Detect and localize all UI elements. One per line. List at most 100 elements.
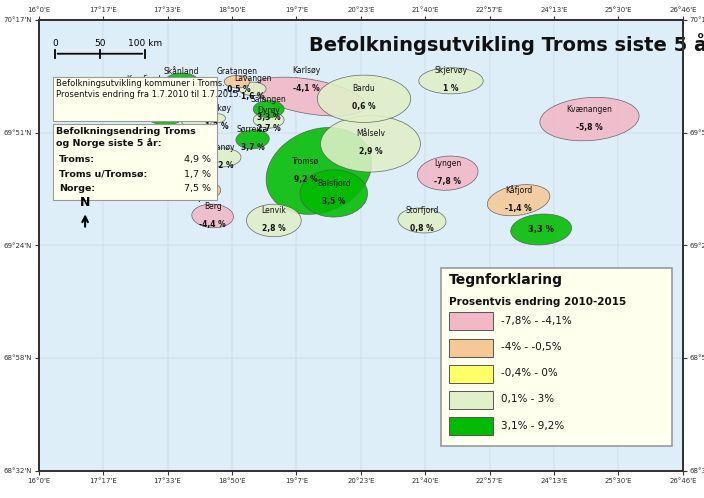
Ellipse shape: [266, 127, 372, 214]
Ellipse shape: [419, 68, 483, 94]
Ellipse shape: [246, 204, 301, 237]
Text: Skjervøy: Skjervøy: [434, 66, 467, 75]
Text: -5,8 %: -5,8 %: [576, 123, 603, 131]
Text: -4,1 %: -4,1 %: [293, 84, 320, 93]
Text: Prosentvis endring 2010-2015: Prosentvis endring 2010-2015: [449, 297, 627, 307]
Text: -9,8 %: -9,8 %: [130, 94, 156, 103]
Text: Bjarkøy: Bjarkøy: [203, 104, 232, 113]
Text: Harstad: Harstad: [149, 96, 180, 105]
Text: 0,8 %: 0,8 %: [410, 224, 434, 233]
Text: Norge:: Norge:: [59, 184, 96, 193]
Ellipse shape: [209, 114, 225, 123]
Text: Kvæfjord: Kvæfjord: [126, 75, 161, 84]
Text: 0,1% - 3%: 0,1% - 3%: [501, 394, 554, 404]
Text: 100 km: 100 km: [128, 39, 162, 48]
Text: -4% - -0,5%: -4% - -0,5%: [501, 342, 561, 352]
Text: 7,5 %: 7,5 %: [184, 184, 211, 193]
Text: 3,3 %: 3,3 %: [257, 113, 280, 122]
Text: Ibestad: Ibestad: [182, 107, 210, 116]
Text: Målselv: Målselv: [356, 129, 385, 138]
Text: N: N: [80, 196, 90, 209]
Text: -1,4 %: -1,4 %: [505, 204, 532, 213]
Text: 9,2 %: 9,2 %: [294, 174, 318, 183]
Text: -0,5 %: -0,5 %: [224, 85, 251, 94]
FancyBboxPatch shape: [441, 268, 672, 446]
Ellipse shape: [320, 116, 420, 172]
FancyBboxPatch shape: [449, 417, 493, 435]
Text: Troms:: Troms:: [59, 155, 95, 164]
Ellipse shape: [185, 181, 220, 200]
FancyBboxPatch shape: [449, 312, 493, 331]
Text: Lyngen: Lyngen: [434, 159, 461, 168]
Ellipse shape: [253, 112, 284, 128]
Text: Sørreisa: Sørreisa: [237, 125, 268, 134]
Text: 3,7 %: 3,7 %: [241, 143, 265, 152]
Text: 1,6 %: 1,6 %: [241, 93, 265, 102]
Text: Dyrøy: Dyrøy: [257, 106, 280, 115]
Text: Torsken: Torsken: [189, 176, 218, 185]
Text: -7,8 %: -7,8 %: [434, 177, 461, 186]
Text: 3,5 %: 3,5 %: [322, 197, 346, 206]
Ellipse shape: [182, 114, 211, 129]
Text: 2,7 %: 2,7 %: [257, 124, 281, 132]
Text: Kåfjord: Kåfjord: [505, 185, 532, 195]
Text: Lavangen: Lavangen: [234, 75, 271, 84]
Ellipse shape: [398, 208, 446, 233]
Text: -0,4% - 0%: -0,4% - 0%: [501, 368, 558, 378]
Ellipse shape: [253, 77, 365, 116]
Text: -1,4 %: -1,4 %: [189, 194, 216, 203]
Text: Gratangen: Gratangen: [217, 67, 258, 76]
Ellipse shape: [510, 214, 572, 245]
Text: Karlsøy: Karlsøy: [292, 66, 320, 75]
Text: -4,4 %: -4,4 %: [199, 220, 226, 229]
Text: Skånland: Skånland: [164, 67, 199, 76]
FancyBboxPatch shape: [449, 391, 493, 409]
Text: Balsfjord: Balsfjord: [317, 179, 351, 188]
Ellipse shape: [125, 79, 162, 101]
Text: 3,1% - 9,2%: 3,1% - 9,2%: [501, 420, 564, 431]
Ellipse shape: [225, 75, 250, 88]
Text: 4,9 %: 4,9 %: [184, 155, 211, 164]
Text: 4 %: 4 %: [156, 114, 172, 123]
Text: Befolkningsendring Troms
og Norge siste 5 år:: Befolkningsendring Troms og Norge siste …: [56, 127, 196, 148]
Text: Storfjord: Storfjord: [406, 206, 439, 215]
Text: 0,6 %: 0,6 %: [184, 125, 208, 134]
Text: -7,8% - -4,1%: -7,8% - -4,1%: [501, 316, 572, 326]
Ellipse shape: [487, 185, 550, 216]
Text: 1,2 %: 1,2 %: [210, 161, 234, 170]
Text: 0: 0: [52, 39, 58, 48]
Text: 5 %: 5 %: [174, 85, 189, 94]
Ellipse shape: [318, 75, 410, 123]
FancyBboxPatch shape: [449, 339, 493, 357]
Text: 1 %: 1 %: [444, 84, 459, 93]
Text: Kvænangen: Kvænangen: [567, 105, 612, 114]
FancyBboxPatch shape: [449, 365, 493, 383]
Text: Berg: Berg: [203, 202, 222, 211]
Text: Lenvik: Lenvik: [261, 206, 287, 215]
Ellipse shape: [203, 148, 241, 167]
Ellipse shape: [236, 130, 269, 149]
Text: Tranøy: Tranøy: [210, 143, 235, 152]
Text: Troms u/Tromsø:: Troms u/Tromsø:: [59, 169, 148, 179]
Ellipse shape: [239, 82, 266, 96]
FancyBboxPatch shape: [53, 77, 217, 122]
Ellipse shape: [142, 95, 187, 125]
Ellipse shape: [540, 97, 639, 141]
FancyBboxPatch shape: [53, 124, 217, 200]
Ellipse shape: [191, 204, 234, 228]
Text: 50: 50: [94, 39, 106, 48]
Text: 1,2 %: 1,2 %: [206, 122, 229, 131]
Ellipse shape: [417, 156, 478, 190]
Ellipse shape: [253, 101, 284, 118]
Text: Salangen: Salangen: [251, 95, 287, 104]
Text: Befolkningsutvikling kommuner i Troms.
Prosentvis endring fra 1.7.2010 til 1.7.2: Befolkningsutvikling kommuner i Troms. P…: [56, 79, 241, 99]
Text: 1,7 %: 1,7 %: [184, 169, 211, 179]
Text: Tromsø: Tromsø: [292, 156, 320, 165]
Ellipse shape: [165, 73, 199, 90]
Text: Tegnforklaring: Tegnforklaring: [449, 273, 563, 287]
Text: Bardu: Bardu: [353, 84, 375, 94]
Text: 3,3 %: 3,3 %: [528, 225, 554, 234]
Ellipse shape: [300, 170, 367, 217]
Text: 2,9 %: 2,9 %: [358, 147, 382, 156]
Text: 0,6 %: 0,6 %: [352, 103, 376, 112]
